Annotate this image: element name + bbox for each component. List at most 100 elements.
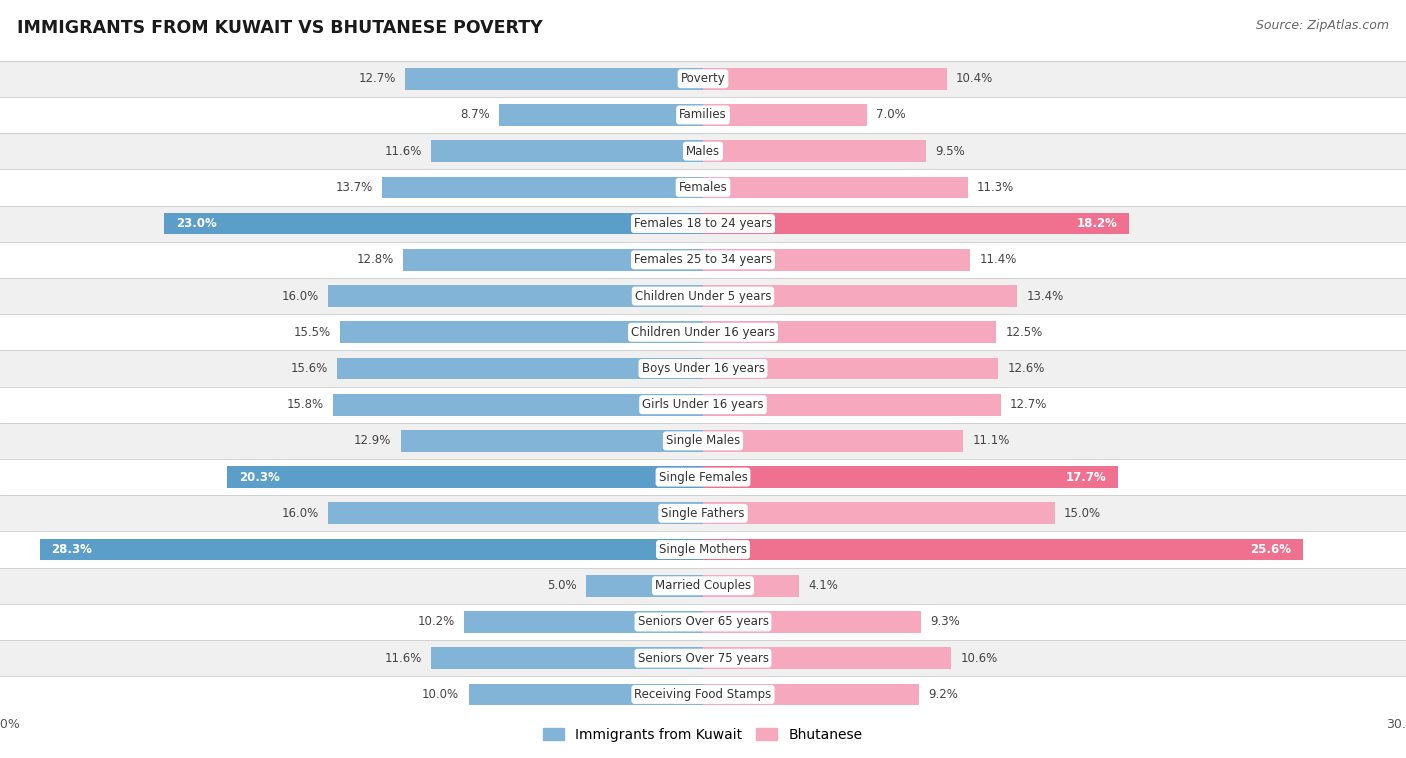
Bar <box>39 539 703 560</box>
Bar <box>703 684 918 705</box>
Bar <box>165 213 703 234</box>
Bar <box>703 611 921 633</box>
Bar <box>703 466 1118 488</box>
Text: 12.9%: 12.9% <box>354 434 391 447</box>
Bar <box>468 684 703 705</box>
Text: 12.8%: 12.8% <box>357 253 394 266</box>
Text: Single Fathers: Single Fathers <box>661 507 745 520</box>
Text: 11.4%: 11.4% <box>980 253 1017 266</box>
Bar <box>328 503 703 525</box>
Bar <box>382 177 703 199</box>
Bar <box>703 503 1054 525</box>
Bar <box>703 285 1017 307</box>
Bar <box>703 430 963 452</box>
Text: Females 25 to 34 years: Females 25 to 34 years <box>634 253 772 266</box>
Text: 9.2%: 9.2% <box>928 688 957 701</box>
Bar <box>586 575 703 597</box>
Bar <box>432 647 703 669</box>
Bar <box>703 358 998 379</box>
Bar <box>0 61 1406 97</box>
Bar <box>404 249 703 271</box>
Bar <box>328 285 703 307</box>
Bar <box>0 242 1406 278</box>
Text: 18.2%: 18.2% <box>1077 217 1118 230</box>
Text: Seniors Over 75 years: Seniors Over 75 years <box>637 652 769 665</box>
Bar <box>703 321 995 343</box>
Text: Single Females: Single Females <box>658 471 748 484</box>
Text: Receiving Food Stamps: Receiving Food Stamps <box>634 688 772 701</box>
Bar <box>340 321 703 343</box>
Text: Children Under 5 years: Children Under 5 years <box>634 290 772 302</box>
Text: 13.7%: 13.7% <box>336 181 373 194</box>
Text: 4.1%: 4.1% <box>808 579 838 592</box>
Text: 10.2%: 10.2% <box>418 615 454 628</box>
Bar <box>0 278 1406 314</box>
Bar <box>0 314 1406 350</box>
Bar <box>0 350 1406 387</box>
Text: Poverty: Poverty <box>681 72 725 85</box>
Text: 17.7%: 17.7% <box>1066 471 1107 484</box>
Text: IMMIGRANTS FROM KUWAIT VS BHUTANESE POVERTY: IMMIGRANTS FROM KUWAIT VS BHUTANESE POVE… <box>17 19 543 37</box>
Bar <box>0 640 1406 676</box>
Text: 11.6%: 11.6% <box>384 652 422 665</box>
Text: 12.7%: 12.7% <box>359 72 396 85</box>
Text: 10.0%: 10.0% <box>422 688 460 701</box>
Bar <box>0 423 1406 459</box>
Text: Females 18 to 24 years: Females 18 to 24 years <box>634 217 772 230</box>
Text: Single Mothers: Single Mothers <box>659 543 747 556</box>
Text: 8.7%: 8.7% <box>460 108 489 121</box>
Text: 16.0%: 16.0% <box>281 290 319 302</box>
Text: 10.6%: 10.6% <box>960 652 998 665</box>
Text: Source: ZipAtlas.com: Source: ZipAtlas.com <box>1256 19 1389 32</box>
Text: 12.5%: 12.5% <box>1005 326 1042 339</box>
Text: 13.4%: 13.4% <box>1026 290 1063 302</box>
Text: Single Males: Single Males <box>666 434 740 447</box>
Text: 23.0%: 23.0% <box>176 217 217 230</box>
Bar <box>703 249 970 271</box>
Text: 12.6%: 12.6% <box>1008 362 1045 375</box>
Text: 7.0%: 7.0% <box>876 108 905 121</box>
Text: Males: Males <box>686 145 720 158</box>
Text: 11.3%: 11.3% <box>977 181 1014 194</box>
Bar <box>0 205 1406 242</box>
Bar <box>0 676 1406 713</box>
Text: 5.0%: 5.0% <box>547 579 576 592</box>
Bar <box>0 568 1406 604</box>
Bar <box>703 104 868 126</box>
Text: 16.0%: 16.0% <box>281 507 319 520</box>
Text: Married Couples: Married Couples <box>655 579 751 592</box>
Bar <box>703 177 967 199</box>
Bar <box>464 611 703 633</box>
Bar <box>0 459 1406 495</box>
Bar <box>703 647 952 669</box>
Bar <box>703 539 1303 560</box>
Bar <box>703 575 799 597</box>
Text: 15.6%: 15.6% <box>291 362 328 375</box>
Bar <box>0 133 1406 169</box>
Bar <box>0 495 1406 531</box>
Text: Females: Females <box>679 181 727 194</box>
Bar <box>0 169 1406 205</box>
Text: Boys Under 16 years: Boys Under 16 years <box>641 362 765 375</box>
Text: 12.7%: 12.7% <box>1010 398 1047 411</box>
Bar <box>333 394 703 415</box>
Text: 25.6%: 25.6% <box>1250 543 1291 556</box>
Text: 11.1%: 11.1% <box>973 434 1010 447</box>
Text: Children Under 16 years: Children Under 16 years <box>631 326 775 339</box>
Text: 28.3%: 28.3% <box>52 543 93 556</box>
Bar <box>703 394 1001 415</box>
Bar <box>337 358 703 379</box>
Text: Families: Families <box>679 108 727 121</box>
Text: Girls Under 16 years: Girls Under 16 years <box>643 398 763 411</box>
Text: 15.5%: 15.5% <box>294 326 330 339</box>
Bar <box>0 387 1406 423</box>
Bar <box>0 97 1406 133</box>
Text: 9.5%: 9.5% <box>935 145 965 158</box>
Bar <box>0 531 1406 568</box>
Text: 20.3%: 20.3% <box>239 471 280 484</box>
Legend: Immigrants from Kuwait, Bhutanese: Immigrants from Kuwait, Bhutanese <box>538 722 868 747</box>
Text: 15.8%: 15.8% <box>287 398 323 411</box>
Bar <box>703 213 1129 234</box>
Bar <box>401 430 703 452</box>
Text: Seniors Over 65 years: Seniors Over 65 years <box>637 615 769 628</box>
